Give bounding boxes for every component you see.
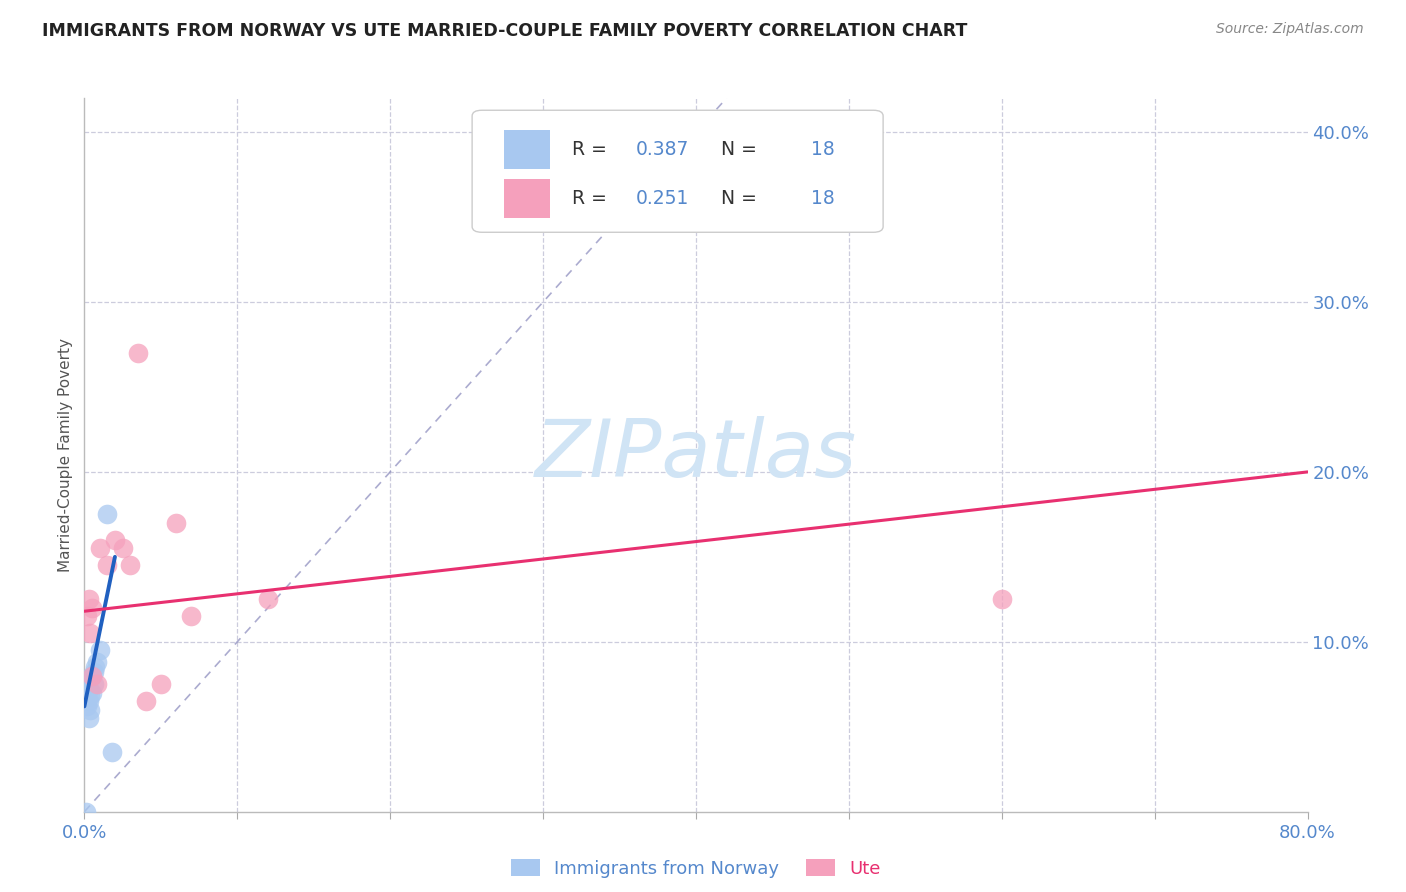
Point [76, 699, 98, 714]
Point [104, 533, 127, 547]
Point [127, 346, 149, 360]
Text: N =: N = [710, 189, 763, 208]
Point [80, 669, 103, 683]
Text: N =: N = [710, 140, 763, 160]
Point [80, 686, 103, 700]
Point [991, 592, 1014, 607]
Bar [503, 178, 550, 218]
Point [257, 592, 280, 607]
Text: 18: 18 [811, 140, 835, 160]
Point [111, 541, 134, 556]
Point [77, 682, 100, 697]
Point [86, 655, 108, 669]
Point [77, 694, 100, 708]
Point [79, 689, 101, 703]
Text: 0.251: 0.251 [636, 189, 689, 208]
Text: IMMIGRANTS FROM NORWAY VS UTE MARRIED-COUPLE FAMILY POVERTY CORRELATION CHART: IMMIGRANTS FROM NORWAY VS UTE MARRIED-CO… [42, 22, 967, 40]
Point [76, 686, 98, 700]
Point [80, 600, 103, 615]
Y-axis label: Married-Couple Family Poverty: Married-Couple Family Poverty [58, 338, 73, 572]
Text: ZIPatlas: ZIPatlas [534, 416, 858, 494]
Bar [503, 130, 550, 169]
FancyBboxPatch shape [472, 111, 883, 232]
Point [101, 745, 124, 759]
Point [86, 677, 108, 691]
Point [84, 660, 107, 674]
Point [96, 558, 118, 573]
Text: R =: R = [572, 140, 613, 160]
Point [165, 516, 187, 530]
Point [75, 805, 97, 819]
Point [83, 677, 105, 691]
Point [89, 541, 111, 556]
Point [96, 508, 118, 522]
Point [80, 669, 103, 683]
Point [149, 677, 172, 691]
Text: Source: ZipAtlas.com: Source: ZipAtlas.com [1216, 22, 1364, 37]
Point [79, 703, 101, 717]
Text: 0.387: 0.387 [636, 140, 689, 160]
Point [76, 609, 98, 624]
Text: R =: R = [572, 189, 613, 208]
Point [135, 694, 157, 708]
Text: 18: 18 [811, 189, 835, 208]
Legend: Immigrants from Norway, Ute: Immigrants from Norway, Ute [503, 852, 889, 885]
Point [77, 711, 100, 725]
Point [83, 665, 105, 680]
Point [76, 672, 98, 686]
Point [120, 558, 142, 573]
Point [180, 609, 202, 624]
Point [89, 643, 111, 657]
Point [79, 626, 101, 640]
Point [77, 592, 100, 607]
